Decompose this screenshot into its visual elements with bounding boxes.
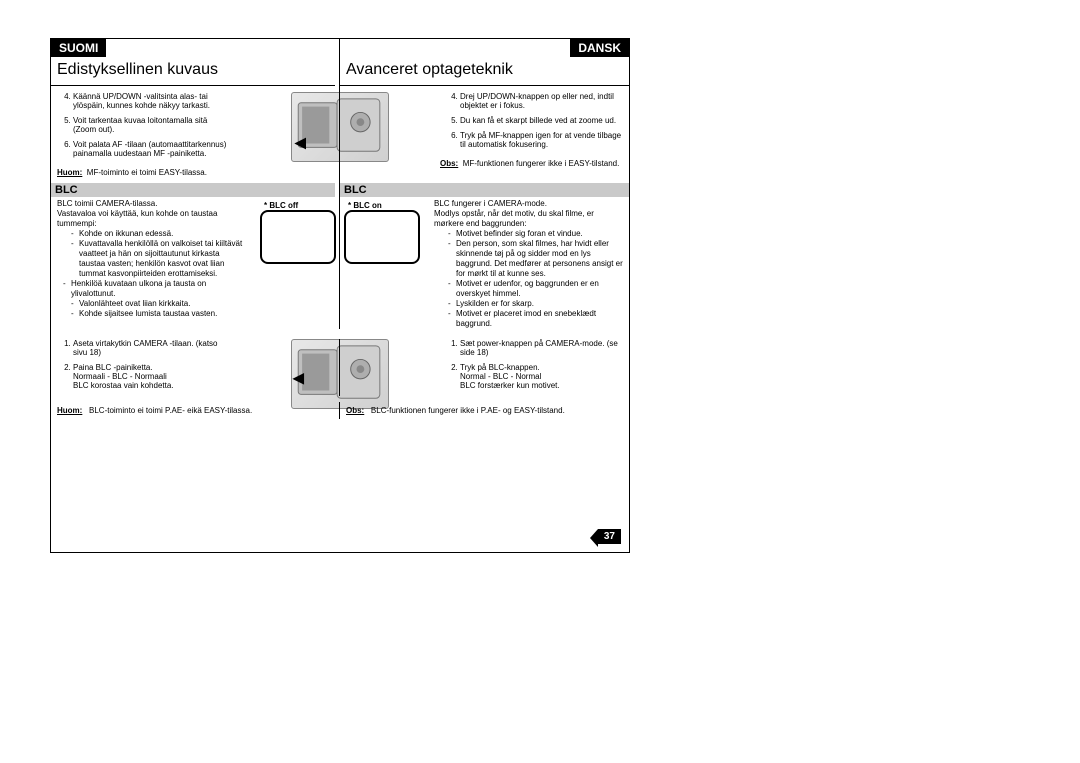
step-item: Voit palata AF -tilaan (automaattitarken… — [73, 140, 235, 158]
step-item: Sæt power-knappen på CAMERA-mode. (se si… — [460, 339, 629, 357]
blc-intro-left: BLC toimii CAMERA-tilassa. — [57, 199, 245, 209]
step-item: Tryk på BLC-knappen. Normal - BLC - Norm… — [460, 363, 629, 390]
note-left-1: Huom: MF-toiminto ei toimi EASY-tilassa. — [51, 164, 335, 181]
note2-label-left: Huom: — [57, 406, 82, 415]
step-item: Voit tarkentaa kuvaa loitontamalla sitä … — [73, 116, 235, 134]
content: Käännä UP/DOWN -valitsinta alas- tai ylö… — [51, 92, 629, 552]
step-item: Drej UP/DOWN-knappen op eller ned, indti… — [460, 92, 629, 110]
lang-tag-right: DANSK — [570, 39, 629, 57]
page-number: 37 — [598, 529, 621, 544]
blc-bullets-right: Motivet befinder sig foran et vindue. De… — [434, 229, 623, 329]
steps-bottom-right: Sæt power-knappen på CAMERA-mode. (se si… — [340, 339, 629, 390]
steps-top-left: Käännä UP/DOWN -valitsinta alas- tai ylö… — [51, 92, 335, 158]
section-bar-blc-left: BLC — [51, 183, 335, 197]
manual-page: SUOMI Edistyksellinen kuvaus DANSK Avanc… — [50, 38, 630, 553]
step-item: Aseta virtakytkin CAMERA -tilaan. (katso… — [73, 339, 235, 357]
note2-label-right: Obs: — [346, 406, 364, 415]
steps-bottom-left: Aseta virtakytkin CAMERA -tilaan. (katso… — [51, 339, 335, 390]
blc-off-label: * BLC off — [260, 201, 336, 210]
page-title-left: Edistyksellinen kuvaus — [51, 57, 335, 86]
note-right-1: Obs: MF-funktionen fungerer ikke i EASY-… — [340, 155, 629, 172]
page-title-right: Avanceret optageteknik — [340, 57, 629, 86]
blc-intro-right: BLC fungerer i CAMERA-mode. — [434, 199, 623, 209]
steps-top-right: Drej UP/DOWN-knappen op eller ned, indti… — [340, 92, 629, 149]
section-bar-blc-right: BLC — [340, 183, 629, 197]
note2-text-left: BLC-toiminto ei toimi P.AE- eikä EASY-ti… — [89, 406, 252, 415]
blc-on-label: * BLC on — [344, 201, 420, 210]
step-item: Paina BLC -painiketta. Normaali - BLC - … — [73, 363, 235, 390]
blc-intro2-right: Modlys opstår, når det motiv, du skal fi… — [434, 209, 623, 229]
blc-off-frame — [260, 210, 336, 264]
blc-on-frame — [344, 210, 420, 264]
blc-bullets-left: Kohde on ikkunan edessä. Kuvattavalla he… — [57, 229, 245, 319]
step-item: Tryk på MF-knappen igen for at vende til… — [460, 131, 629, 149]
note2-text-right: BLC-funktionen fungerer ikke i P.AE- og … — [371, 406, 565, 415]
step-item: Käännä UP/DOWN -valitsinta alas- tai ylö… — [73, 92, 235, 110]
lang-tag-left: SUOMI — [51, 39, 106, 57]
blc-intro2-left: Vastavaloa voi käyttää, kun kohde on tau… — [57, 209, 245, 229]
step-item: Du kan få et skarpt billede ved at zoome… — [460, 116, 629, 125]
blc-boxes: * BLC off * BLC on — [260, 201, 420, 264]
